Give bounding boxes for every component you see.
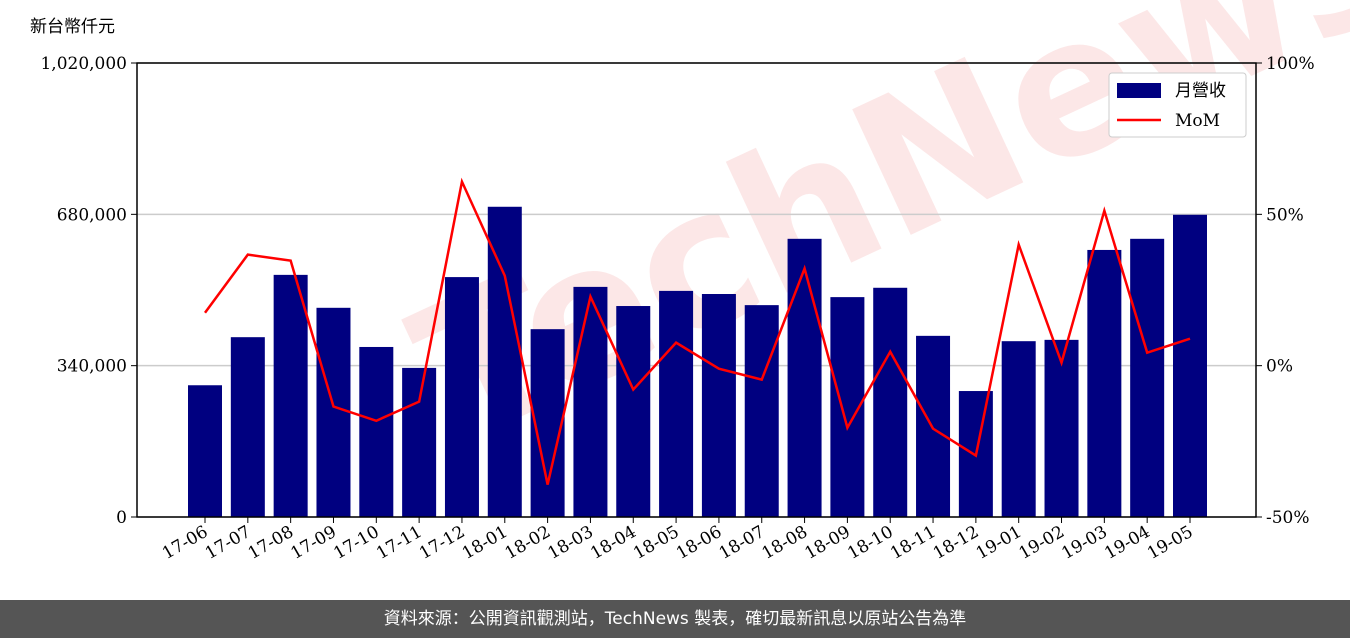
legend-swatch — [1117, 83, 1161, 98]
bar — [1130, 238, 1165, 517]
bar — [873, 287, 908, 517]
chart: TechNews 新台幣仟元 0340,000680,0001,020,000-… — [30, 0, 1350, 564]
bar — [230, 337, 265, 517]
bar — [573, 286, 608, 517]
y2-tick-label: 100% — [1266, 54, 1315, 74]
x-tick-label: 17-12 — [416, 522, 468, 564]
bar — [1044, 339, 1079, 517]
x-tick-label: 17-10 — [330, 522, 382, 564]
bar — [359, 346, 394, 517]
x-tick-label: 18-12 — [930, 522, 982, 564]
x-tick-label: 18-05 — [630, 522, 682, 564]
x-tick-label: 17-08 — [245, 522, 297, 564]
bar — [530, 329, 565, 517]
x-tick-label: 19-05 — [1144, 522, 1196, 564]
bar — [744, 305, 779, 517]
bar — [316, 307, 351, 517]
x-tick-label: 18-02 — [502, 522, 554, 564]
x-tick-label: 18-04 — [587, 522, 639, 564]
x-tick-label: 19-02 — [1016, 522, 1068, 564]
x-tick-label: 19-04 — [1101, 522, 1153, 564]
y-tick-label: 340,000 — [57, 357, 127, 377]
bar — [444, 277, 479, 517]
x-tick-label: 17-09 — [288, 522, 340, 564]
x-tick-label: 17-06 — [159, 522, 211, 564]
legend-label: MoM — [1175, 111, 1220, 131]
x-tick-label: 18-06 — [673, 522, 725, 564]
bar — [1087, 249, 1122, 518]
x-tick-label: 19-03 — [1058, 522, 1110, 564]
x-tick-label: 19-01 — [973, 522, 1025, 564]
line — [203, 177, 1191, 485]
y2-tick-label: 0% — [1266, 357, 1293, 377]
footer: 資料來源：公開資訊觀測站，TechNews 製表，確切最新訊息以原站公告為準 — [0, 600, 1350, 638]
y-tick-label: 0 — [116, 508, 127, 528]
bar — [1173, 214, 1207, 517]
y-tick-label: 1,020,000 — [40, 54, 127, 74]
bar — [616, 306, 651, 517]
legend-label: 月營收 — [1175, 81, 1226, 101]
bar — [402, 367, 437, 517]
bar — [701, 294, 736, 517]
x-tick-label: 18-11 — [887, 522, 939, 564]
bar — [787, 238, 822, 517]
bar — [659, 290, 694, 517]
x-tick-label: 18-01 — [459, 522, 511, 564]
bar — [188, 385, 222, 517]
x-tick-label: 18-08 — [759, 522, 811, 564]
y2-tick-label: -50% — [1266, 508, 1310, 528]
y-axis-label: 新台幣仟元 — [30, 17, 115, 37]
x-tick-label: 18-03 — [544, 522, 596, 564]
bar — [273, 274, 308, 517]
x-tick-label: 18-10 — [844, 522, 896, 564]
x-tick-label: 18-09 — [801, 522, 853, 564]
plot-frame — [136, 62, 1257, 518]
bar — [487, 206, 522, 517]
x-tick-label: 17-07 — [202, 522, 254, 564]
x-tick-label: 17-11 — [373, 522, 425, 564]
x-tick-label: 18-07 — [716, 522, 768, 564]
bar — [1001, 341, 1036, 517]
y2-tick-label: 50% — [1266, 205, 1304, 225]
y-tick-label: 680,000 — [57, 205, 127, 225]
